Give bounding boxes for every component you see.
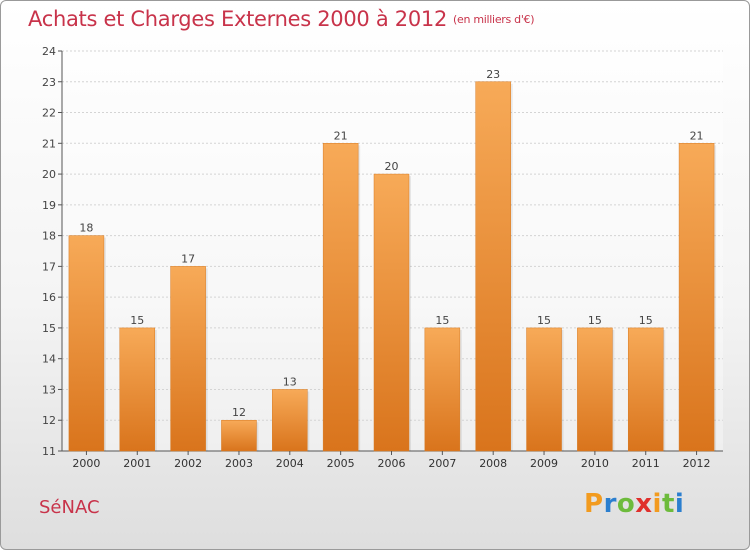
data-label-2012: 21 <box>690 129 704 142</box>
logo-letter: i <box>652 489 662 519</box>
bar-2002 <box>170 266 206 452</box>
y-tick-label: 20 <box>42 168 56 181</box>
x-tick-label-2010: 2010 <box>581 457 609 470</box>
bar-2010 <box>577 327 613 452</box>
data-label-2004: 13 <box>283 375 297 388</box>
y-tick-label: 23 <box>42 76 56 89</box>
bar-2003 <box>221 419 257 452</box>
logo-letter: P <box>584 489 604 519</box>
y-tick-label: 17 <box>42 260 56 273</box>
data-label-2002: 17 <box>181 252 195 265</box>
logo-letter: r <box>603 489 617 519</box>
logo-letter: t <box>661 489 675 519</box>
data-label-2001: 15 <box>130 314 144 327</box>
y-tick-label: 16 <box>42 291 56 304</box>
y-tick-label: 24 <box>42 45 56 58</box>
y-tick-label: 21 <box>42 137 56 150</box>
x-tick-label-2011: 2011 <box>632 457 660 470</box>
y-tick-label: 13 <box>42 383 56 396</box>
bar-2006 <box>373 173 410 452</box>
bar-2004 <box>272 389 308 452</box>
x-tick-label-2000: 2000 <box>72 457 100 470</box>
chart-subtitle: (en milliers d'€) <box>453 13 535 26</box>
y-tick-label: 19 <box>42 199 56 212</box>
x-tick-label-2002: 2002 <box>174 457 202 470</box>
x-tick-label-2005: 2005 <box>327 457 355 470</box>
x-tick-label-2004: 2004 <box>276 457 304 470</box>
bar-2000 <box>68 235 105 452</box>
x-tick-label-2008: 2008 <box>479 457 507 470</box>
y-tick-label: 14 <box>42 353 56 366</box>
data-label-2003: 12 <box>232 406 246 419</box>
bar-2001 <box>119 327 156 452</box>
x-tick-label-2009: 2009 <box>530 457 558 470</box>
data-label-2000: 18 <box>79 222 93 235</box>
bar-2005 <box>322 143 359 452</box>
y-tick-label: 18 <box>42 230 56 243</box>
chart-title-text: Achats et Charges Externes 2000 à 2012 <box>28 7 448 31</box>
data-label-2006: 20 <box>385 160 399 173</box>
data-label-2009: 15 <box>537 314 551 327</box>
x-tick-label-2001: 2001 <box>123 457 151 470</box>
x-tick-label-2007: 2007 <box>428 457 456 470</box>
data-label-2008: 23 <box>486 68 500 81</box>
chart-title: Achats et Charges Externes 2000 à 2012 (e… <box>28 7 535 31</box>
data-label-2010: 15 <box>588 314 602 327</box>
data-label-2005: 21 <box>334 129 348 142</box>
y-tick-label: 22 <box>42 107 56 120</box>
y-tick-label: 11 <box>42 445 56 458</box>
proxiti-logo: Proxiti <box>584 489 684 519</box>
bar-2008 <box>475 81 511 452</box>
bar-2009 <box>526 327 562 452</box>
x-tick-label-2012: 2012 <box>683 457 711 470</box>
bar-2012 <box>678 143 715 452</box>
bar-2007 <box>424 327 461 452</box>
y-tick-label: 12 <box>42 414 56 427</box>
x-tick-label-2003: 2003 <box>225 457 253 470</box>
bar-2011 <box>627 327 664 452</box>
commune-name: SéNAC <box>39 497 100 518</box>
logo-letter: x <box>635 489 653 519</box>
data-label-2011: 15 <box>639 314 653 327</box>
data-label-2007: 15 <box>435 314 449 327</box>
logo-letter: i <box>674 489 685 519</box>
y-tick-label: 15 <box>42 322 56 335</box>
x-tick-label-2006: 2006 <box>378 457 406 470</box>
logo-letter: o <box>616 489 636 519</box>
